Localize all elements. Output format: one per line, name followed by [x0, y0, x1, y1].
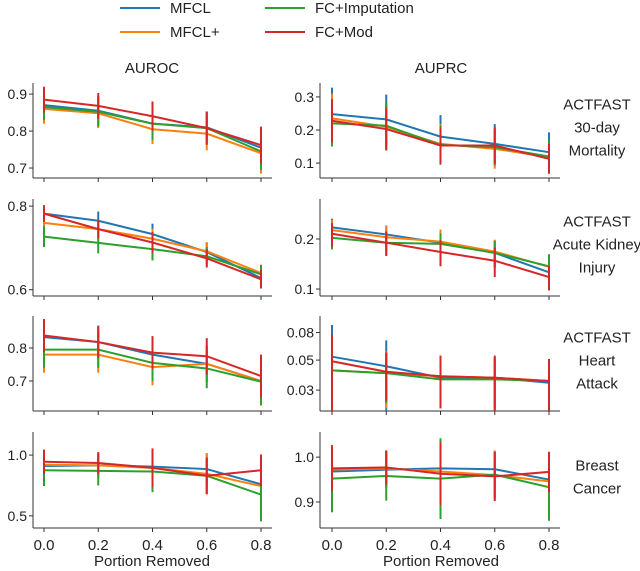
y-tick-label: 0.7 [8, 373, 28, 389]
y-tick-label: 0.8 [8, 340, 28, 356]
panel-3-1: 0.9 1.0 0.0 0.2 0.4 0.6 0.8 [295, 432, 560, 554]
x-tick-label: 0.2 [88, 537, 109, 554]
x-tick-label: 0.4 [430, 537, 451, 554]
series-line [331, 466, 550, 478]
series-line [43, 212, 262, 281]
series-FC+Mod [43, 318, 262, 398]
panel-3-0: 0.5 1.0 0.0 0.2 0.4 0.6 0.8 [8, 432, 272, 554]
row-label-line: ACTFAST [563, 97, 631, 114]
legend-label-1: MFCL+ [170, 24, 220, 41]
series-FC+Mod [331, 99, 550, 174]
row-label-0: ACTFAST 30-day Mortality [563, 97, 631, 160]
y-tick-label: 1.0 [295, 449, 315, 465]
row-label-line: Heart [579, 353, 617, 370]
row-label-line: Injury [579, 260, 616, 277]
panel-1-0: 0.6 0.8 [8, 198, 272, 300]
series-line [43, 98, 262, 147]
x-axis-label-right: Portion Removed [383, 553, 499, 570]
series-line [43, 334, 262, 377]
series-FC+Mod [331, 442, 550, 506]
y-tick-label: 0.08 [287, 325, 314, 341]
x-tick-label: 0.0 [322, 537, 343, 554]
y-tick-label: 0.05 [287, 352, 314, 368]
series-FC+Mod [43, 86, 262, 164]
x-tick-label: 0.4 [142, 537, 163, 554]
row-label-line: ACTFAST [563, 214, 631, 231]
panel-2-0: 0.7 0.8 [8, 316, 272, 415]
y-tick-label: 0.6 [8, 282, 28, 298]
panel-1-1: 0.1 0.2 [295, 199, 560, 300]
column-title-auroc: AUROC [125, 60, 179, 77]
x-tick-label: 0.0 [34, 537, 55, 554]
y-tick-label: 0.5 [8, 508, 28, 524]
x-tick-label: 0.2 [376, 537, 397, 554]
x-tick-label: 0.6 [484, 537, 505, 554]
series-line [331, 232, 550, 279]
series-line [331, 360, 550, 383]
y-tick-label: 0.2 [295, 231, 315, 247]
y-tick-label: 1.0 [8, 447, 28, 463]
y-tick-label: 0.2 [295, 122, 315, 138]
row-label-1: ACTFAST Acute Kidney Injury [553, 214, 640, 277]
y-tick-label: 0.9 [295, 494, 315, 510]
panel-2-1: 0.03 0.05 0.08 [287, 316, 560, 415]
y-tick-label: 0.7 [8, 160, 28, 176]
panel-0-0: 0.7 0.8 0.9 [8, 83, 272, 182]
row-label-line: Cancer [573, 481, 621, 498]
column-title-auprc: AUPRC [415, 60, 468, 77]
series-FC+Mod [331, 222, 550, 291]
row-label-line: Mortality [569, 143, 626, 160]
series-line [43, 460, 262, 477]
y-tick-label: 0.1 [295, 281, 315, 297]
series-FC+Mod [43, 205, 262, 289]
legend-label-0: MFCL [170, 0, 211, 17]
row-label-line: Acute Kidney [553, 237, 640, 254]
panel-0-1: 0.1 0.2 0.3 [295, 83, 560, 182]
y-tick-label: 0.03 [287, 382, 314, 398]
row-label-line: 30-day [574, 120, 620, 137]
x-tick-label: 0.8 [251, 537, 272, 554]
row-label-line: Attack [576, 376, 618, 393]
row-label-2: ACTFAST Heart Attack [563, 330, 631, 393]
y-tick-label: 0.1 [295, 155, 315, 171]
row-label-line: ACTFAST [563, 330, 631, 347]
series-line [331, 119, 550, 160]
row-label-line: Breast [575, 458, 619, 475]
y-tick-label: 0.8 [8, 123, 28, 139]
legend-label-2: FC+Imputation [315, 0, 414, 17]
x-axis-label-left: Portion Removed [94, 553, 210, 570]
y-tick-label: 0.8 [8, 198, 28, 214]
series-FC+Mod [43, 448, 262, 494]
legend-label-3: FC+Mod [315, 24, 373, 41]
x-tick-label: 0.8 [539, 537, 560, 554]
x-tick-label: 0.6 [196, 537, 217, 554]
row-label-3: Breast Cancer [573, 458, 621, 498]
series-FC+Mod [331, 334, 550, 411]
y-tick-label: 0.3 [295, 89, 315, 105]
y-tick-label: 0.9 [8, 86, 28, 102]
